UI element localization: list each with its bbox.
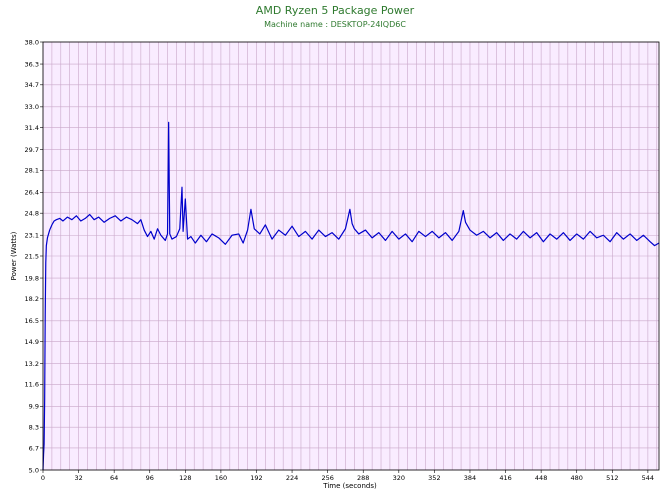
y-tick-label: 31.4 (25, 124, 39, 132)
x-tick-label: 256 (321, 474, 333, 482)
y-tick-label: 24.8 (25, 210, 39, 218)
x-tick-label: 64 (110, 474, 118, 482)
x-tick-label: 352 (428, 474, 440, 482)
y-tick-label: 26.4 (25, 189, 39, 197)
y-tick-label: 19.8 (25, 274, 39, 282)
y-tick-label: 33.0 (25, 103, 39, 111)
x-tick-label: 96 (146, 474, 154, 482)
x-tick-label: 32 (74, 474, 82, 482)
x-tick-label: 544 (642, 474, 654, 482)
x-tick-label: 416 (499, 474, 511, 482)
x-tick-label: 512 (606, 474, 618, 482)
x-tick-label: 480 (571, 474, 583, 482)
y-axis-label: Power (Watts) (10, 231, 18, 280)
y-tick-label: 16.5 (25, 317, 39, 325)
x-tick-label: 288 (357, 474, 369, 482)
y-tick-label: 29.7 (25, 146, 39, 154)
y-tick-label: 21.5 (25, 252, 39, 260)
y-tick-label: 5.0 (29, 466, 39, 474)
chart-subtitle: Machine name : DESKTOP-24IQD6C (264, 20, 406, 29)
x-tick-label: 224 (286, 474, 298, 482)
y-tick-label: 34.7 (25, 81, 39, 89)
y-tick-label: 11.6 (25, 381, 39, 389)
y-tick-label: 28.1 (25, 167, 39, 175)
x-tick-label: 160 (215, 474, 227, 482)
x-tick-label: 384 (464, 474, 476, 482)
y-tick-label: 14.9 (25, 338, 39, 346)
y-tick-label: 23.1 (25, 232, 39, 240)
y-tick-label: 6.7 (29, 444, 39, 452)
y-tick-label: 8.3 (29, 424, 39, 432)
y-tick-label: 18.2 (25, 295, 39, 303)
y-tick-label: 36.3 (25, 60, 39, 68)
series-line-0 (42, 121, 660, 471)
x-tick-label: 320 (393, 474, 405, 482)
y-tick-label: 9.9 (29, 403, 39, 411)
x-tick-label: 128 (179, 474, 191, 482)
y-tick-label: 38.0 (25, 38, 39, 46)
x-tick-label: 448 (535, 474, 547, 482)
x-tick-label: 0 (41, 474, 45, 482)
chart-title: AMD Ryzen 5 Package Power (255, 4, 415, 17)
x-tick-label: 192 (250, 474, 262, 482)
y-tick-label: 13.2 (25, 360, 39, 368)
x-axis-label: Time (seconds) (322, 482, 377, 490)
